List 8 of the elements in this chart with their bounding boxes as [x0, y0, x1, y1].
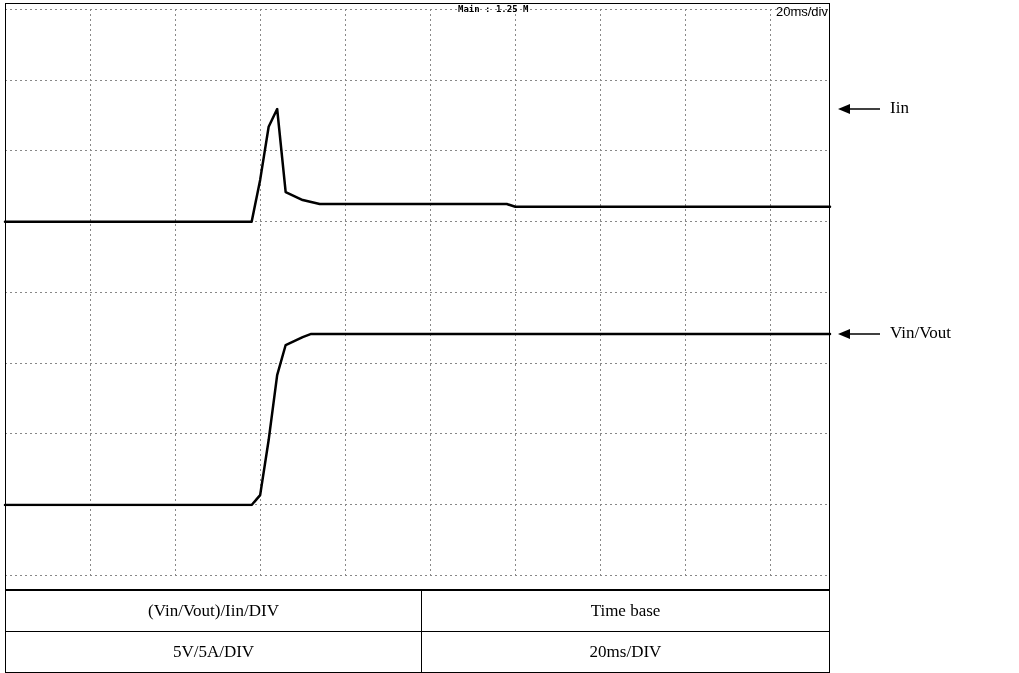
text: Main : 1.25 M — [458, 4, 529, 14]
text: (Vin/Vout)/Iin/DIV — [5, 590, 422, 632]
text: 20ms/DIV — [421, 631, 830, 673]
legend-label: Iin — [890, 98, 909, 118]
text: 5V/5A/DIV — [5, 631, 422, 673]
text: 20ms/div — [775, 4, 828, 19]
text: Time base — [421, 590, 830, 632]
legend-label: Vin/Vout — [890, 322, 952, 343]
